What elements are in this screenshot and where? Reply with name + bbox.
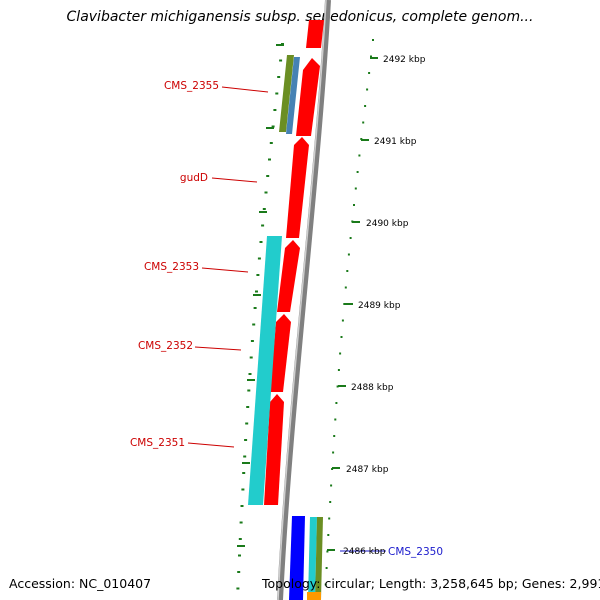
olive-feature-small	[315, 517, 323, 600]
cds-arrow	[296, 58, 320, 136]
accession-text: Accession: NC_010407	[9, 576, 152, 591]
gene-label-cms-2355: CMS_2355	[164, 80, 219, 92]
kbp-ticks: 2492 kbp 2491 kbp 2490 kbp 2489 kbp 2488…	[327, 55, 426, 557]
cds-arrow	[270, 314, 291, 392]
steel-feature	[286, 57, 300, 134]
leader-line	[187, 442, 235, 448]
scale-dots	[236, 39, 374, 590]
gene-label-cms-2351: CMS_2351	[130, 437, 185, 449]
gene-label-cms-2353: CMS_2353	[144, 261, 199, 273]
olive-feature	[279, 55, 294, 132]
map-title: Clavibacter michiganensis subsp. sepedon…	[66, 9, 534, 25]
leader-line	[201, 267, 249, 273]
tick-label-2489: 2489 kbp	[358, 301, 401, 311]
leader-lines	[187, 86, 386, 552]
cds-track	[264, 20, 324, 505]
tick-label-2492: 2492 kbp	[383, 55, 426, 65]
tick-label-2486: 2486 kbp	[343, 547, 386, 557]
tick-label-2487: 2487 kbp	[346, 465, 389, 475]
feature-track	[248, 55, 323, 600]
cyan-feature-small	[308, 517, 317, 600]
cds-arrow	[277, 240, 300, 312]
gene-label-cms-2352: CMS_2352	[138, 340, 193, 352]
cds-arrow	[264, 394, 284, 505]
cds-arrow	[286, 137, 309, 238]
tick-label-2491: 2491 kbp	[374, 137, 417, 147]
cds-arrow	[306, 20, 324, 48]
backbone-highlight	[277, 0, 327, 600]
topology-text: Topology: circular; Length: 3,258,645 bp…	[262, 576, 600, 591]
gene-label-cms-2350: CMS_2350	[388, 546, 443, 558]
blue-feature	[289, 516, 305, 600]
backbone	[277, 0, 331, 600]
orange-feature	[307, 592, 321, 600]
gene-label-gudd: gudD	[180, 172, 208, 184]
gene-labels: CMS_2355 gudD CMS_2353 CMS_2352 CMS_2351…	[130, 80, 443, 558]
tick-label-2490: 2490 kbp	[366, 219, 409, 229]
leader-line	[194, 346, 242, 351]
leader-line	[211, 177, 258, 183]
leader-line	[221, 86, 269, 93]
tick-label-2488: 2488 kbp	[351, 383, 394, 393]
cyan-feature	[248, 236, 282, 505]
